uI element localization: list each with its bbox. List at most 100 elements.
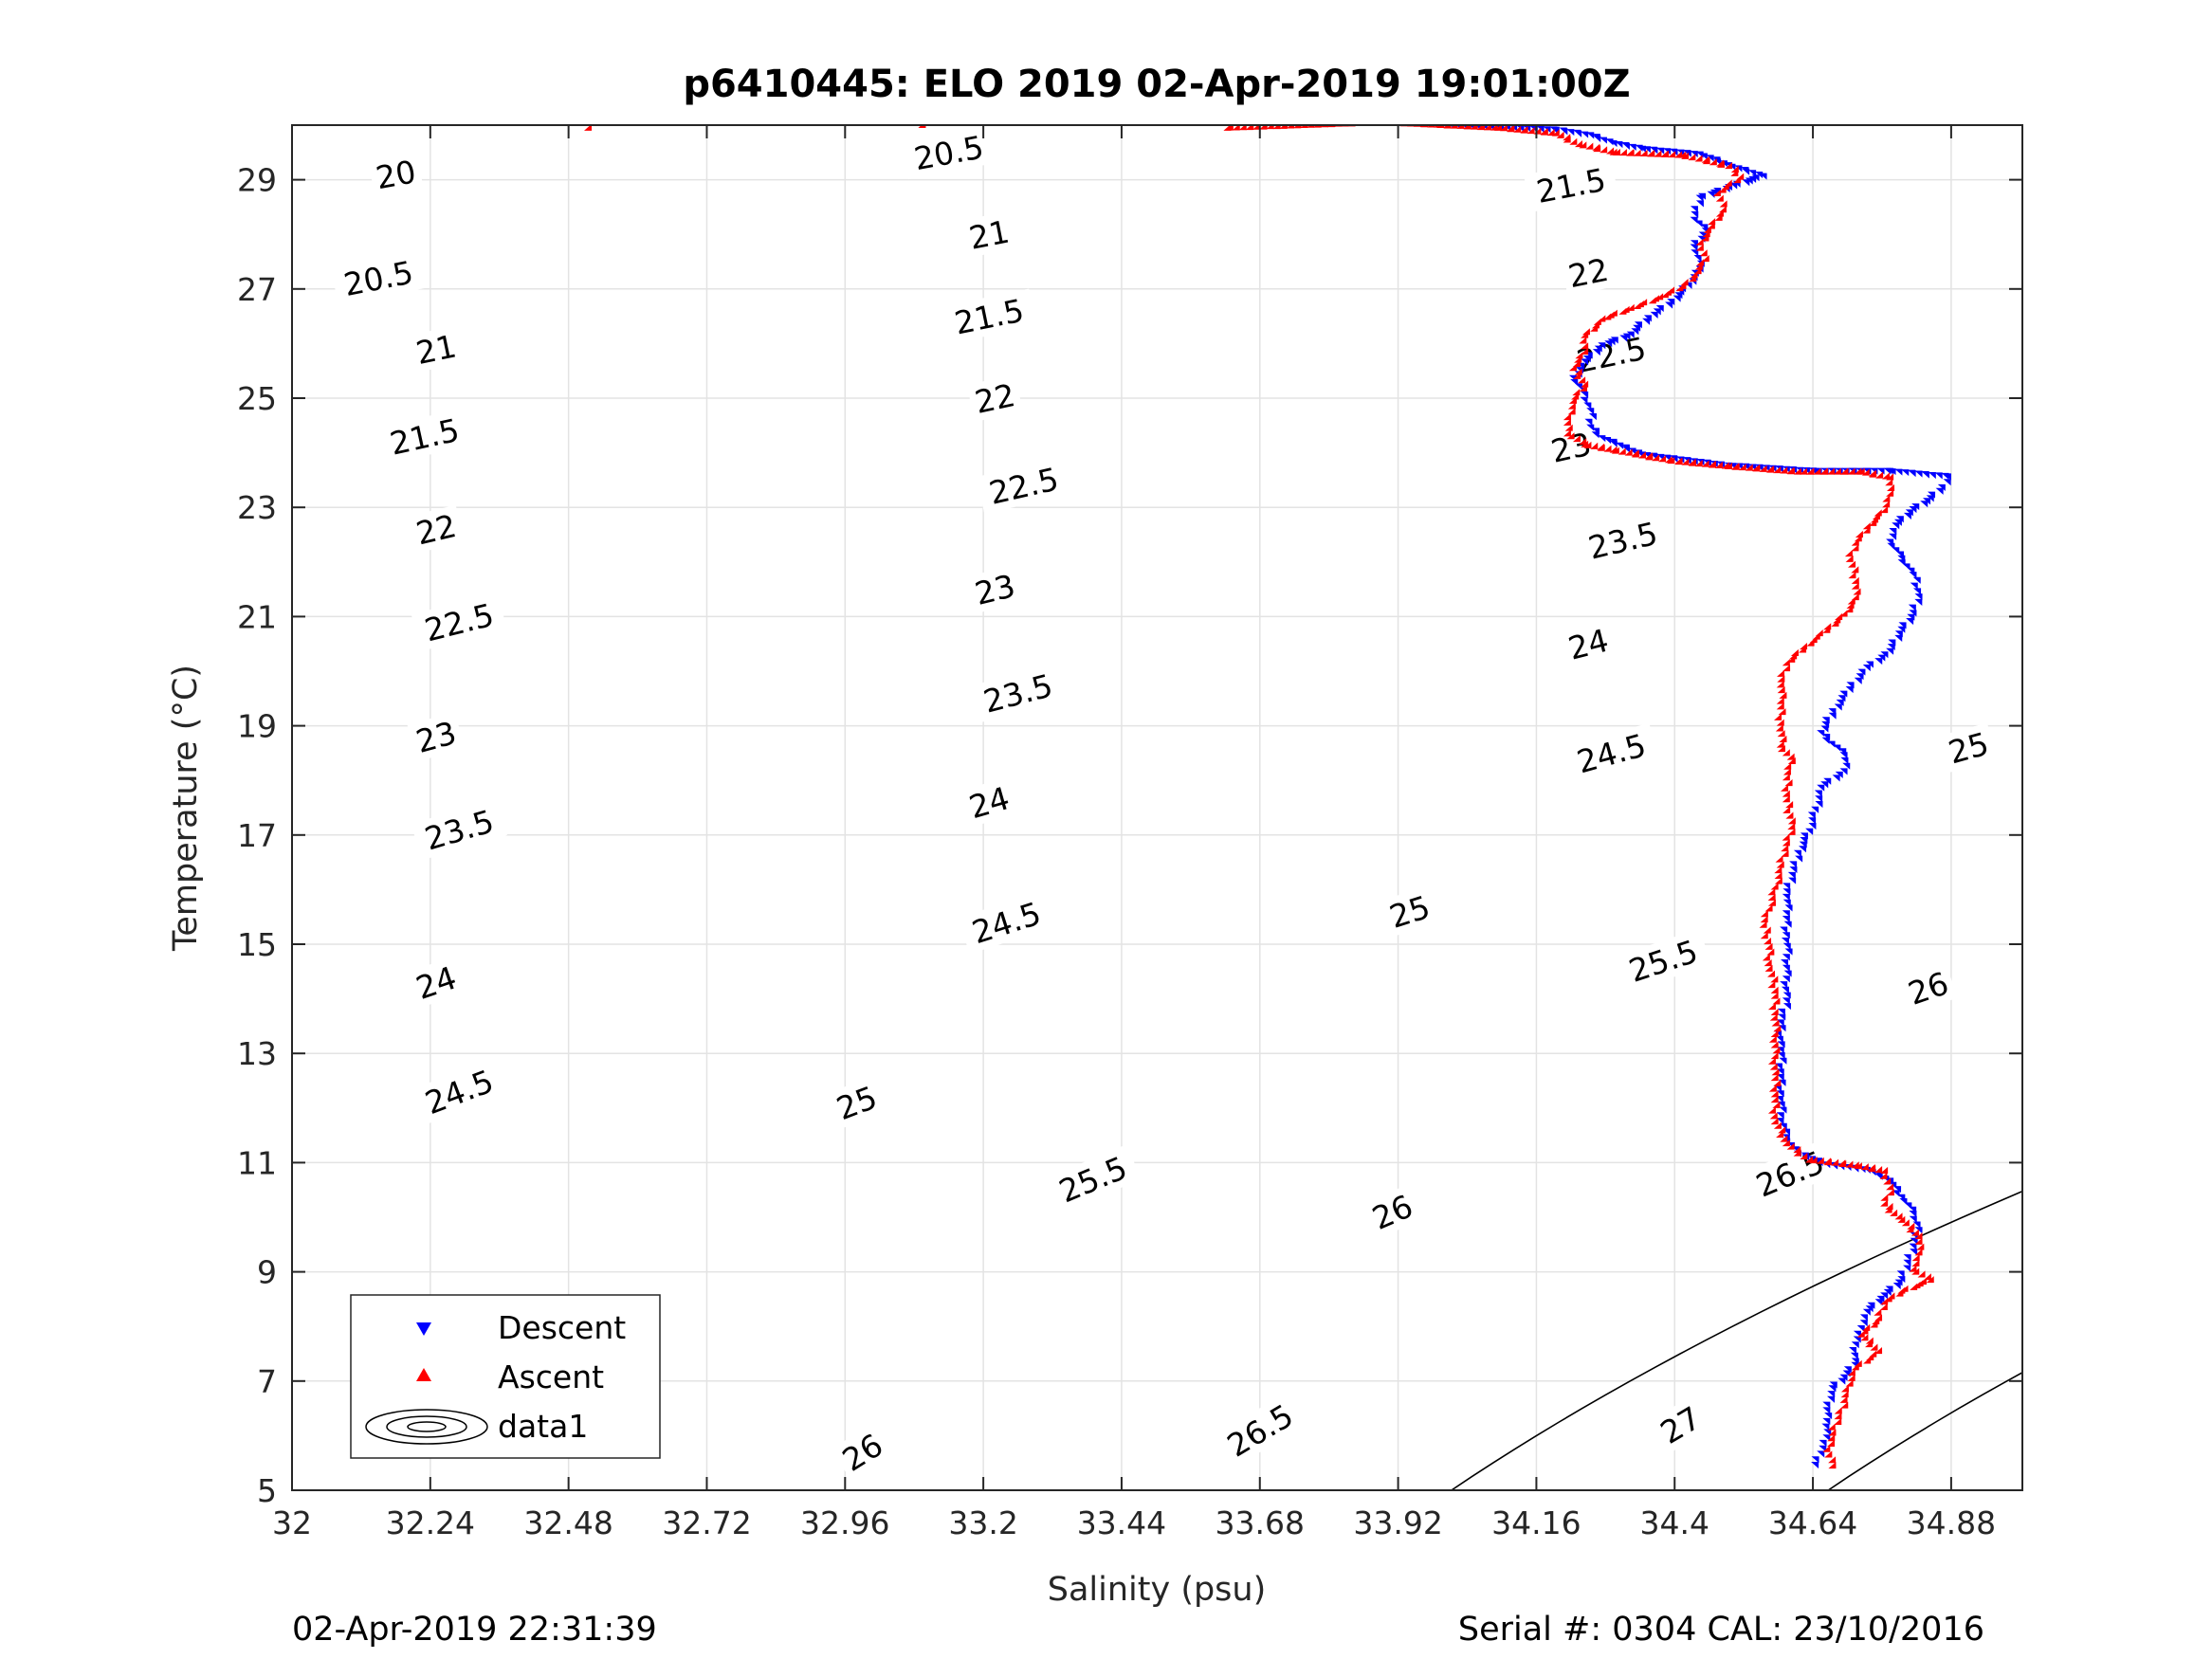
data-point-ascent <box>1776 719 1784 726</box>
data-point-descent <box>1584 418 1593 426</box>
data-point-ascent <box>1773 1121 1782 1129</box>
data-point-ascent <box>1785 811 1794 819</box>
data-point-descent <box>1856 1325 1865 1333</box>
contour-label: 22 <box>966 374 1023 423</box>
data-point-ascent <box>1901 1219 1910 1227</box>
data-point-ascent <box>1911 1267 1920 1275</box>
data-point-ascent <box>1568 396 1577 404</box>
y-axis-ticks: 5 7 9 11 13 15 17 19 21 23 25 27 29 <box>237 162 2022 1509</box>
data-point-ascent <box>1775 724 1783 732</box>
data-point-ascent <box>1868 1165 1876 1173</box>
data-point-ascent <box>1845 1379 1854 1387</box>
data-point-descent <box>1604 340 1613 348</box>
contour-label: 25 <box>1939 722 1998 773</box>
contour-label-bg <box>901 125 996 180</box>
contour-label: 24 <box>960 776 1018 828</box>
data-point-ascent <box>1774 877 1782 884</box>
data-point-descent <box>1910 582 1918 590</box>
data-point-ascent <box>1886 473 1894 481</box>
data-point-ascent <box>1787 828 1796 835</box>
data-point-ascent <box>1923 1273 1931 1281</box>
contour-label-bg <box>411 798 507 861</box>
data-point-descent <box>1776 1090 1784 1098</box>
data-point-descent <box>1592 349 1600 356</box>
data-point-descent <box>1626 331 1635 338</box>
x-tick-label: 33.92 <box>1353 1504 1442 1541</box>
axes-box <box>291 124 2023 1491</box>
data-point-descent <box>1896 1270 1905 1278</box>
data-point-ascent <box>1225 125 1234 131</box>
data-point-descent <box>1822 1401 1831 1409</box>
data-point-descent <box>1914 598 1923 606</box>
data-point-ascent <box>1840 1385 1849 1393</box>
data-point-ascent <box>1581 440 1589 447</box>
data-point-descent <box>1631 328 1639 336</box>
data-point-descent <box>1906 618 1914 626</box>
data-point-descent <box>1560 128 1568 136</box>
contour-label-bg <box>408 504 465 554</box>
data-point-ascent <box>1777 669 1785 677</box>
contour-label-bg <box>1362 1184 1423 1239</box>
series-ascent <box>584 125 1934 1469</box>
data-point-descent <box>1782 888 1791 896</box>
contour-label: 21 <box>960 210 1017 258</box>
data-point-ascent <box>1827 467 1836 475</box>
data-point-descent <box>1783 921 1792 928</box>
data-point-ascent <box>1916 1243 1925 1250</box>
data-point-ascent <box>1845 555 1854 562</box>
data-point-ascent <box>1564 424 1573 431</box>
x-tick-label: 33.2 <box>948 1504 1017 1541</box>
data-point-descent <box>1854 677 1862 684</box>
data-point-ascent <box>1633 149 1641 156</box>
data-point-descent <box>1886 647 1894 655</box>
data-point-ascent <box>1771 1019 1780 1027</box>
y-tick-label: 25 <box>237 380 277 417</box>
data-point-descent <box>1845 686 1854 694</box>
data-point-ascent <box>1752 465 1761 472</box>
data-point-descent <box>1805 828 1814 835</box>
data-point-ascent <box>1840 1391 1849 1398</box>
data-point-descent <box>1903 1265 1911 1272</box>
data-point-descent <box>1851 1341 1859 1349</box>
data-point-ascent <box>1787 817 1796 825</box>
data-point-ascent <box>1272 125 1281 130</box>
y-tick-label: 21 <box>237 598 277 635</box>
data-point-descent <box>1894 468 1903 476</box>
x-tick-label: 32.48 <box>523 1504 612 1541</box>
data-point-ascent <box>1520 126 1528 134</box>
x-tick-label: 33.44 <box>1077 1504 1166 1541</box>
data-point-ascent <box>1770 1096 1779 1103</box>
contour-label-bg <box>1563 722 1660 784</box>
data-point-ascent <box>1688 459 1696 466</box>
contour-label-bg <box>1563 326 1659 383</box>
data-point-descent <box>1637 145 1646 153</box>
data-point-ascent <box>1880 506 1889 514</box>
data-point-ascent <box>1767 1003 1776 1011</box>
data-point-descent <box>1782 932 1790 939</box>
contour-label-text: 21 <box>412 327 459 372</box>
data-point-ascent <box>1578 376 1586 384</box>
y-tick-label: 9 <box>257 1254 277 1291</box>
data-point-ascent <box>1866 1353 1874 1360</box>
y-axis-label: Temperature (°C) <box>167 665 205 952</box>
legend-box <box>350 1294 661 1459</box>
data-point-descent <box>1834 703 1842 711</box>
data-point-ascent <box>1730 169 1739 176</box>
data-point-descent <box>1822 1417 1831 1425</box>
data-point-ascent <box>1770 975 1779 983</box>
data-point-ascent <box>1777 745 1785 753</box>
data-point-ascent <box>1593 145 1601 153</box>
data-point-ascent <box>1860 1327 1869 1335</box>
contour-label-text: 23 <box>971 567 1018 612</box>
contour-label-bg <box>368 151 424 198</box>
data-point-descent <box>1706 155 1714 162</box>
data-point-descent <box>1782 916 1790 923</box>
data-point-ascent <box>1709 158 1717 166</box>
data-point-ascent <box>1767 1106 1776 1114</box>
contour-label-bg <box>1212 1391 1308 1469</box>
data-point-ascent <box>1579 384 1587 392</box>
data-point-ascent <box>1851 582 1859 590</box>
data-point-ascent <box>1556 131 1564 138</box>
data-point-ascent <box>1831 619 1839 627</box>
data-point-ascent <box>1654 150 1662 157</box>
